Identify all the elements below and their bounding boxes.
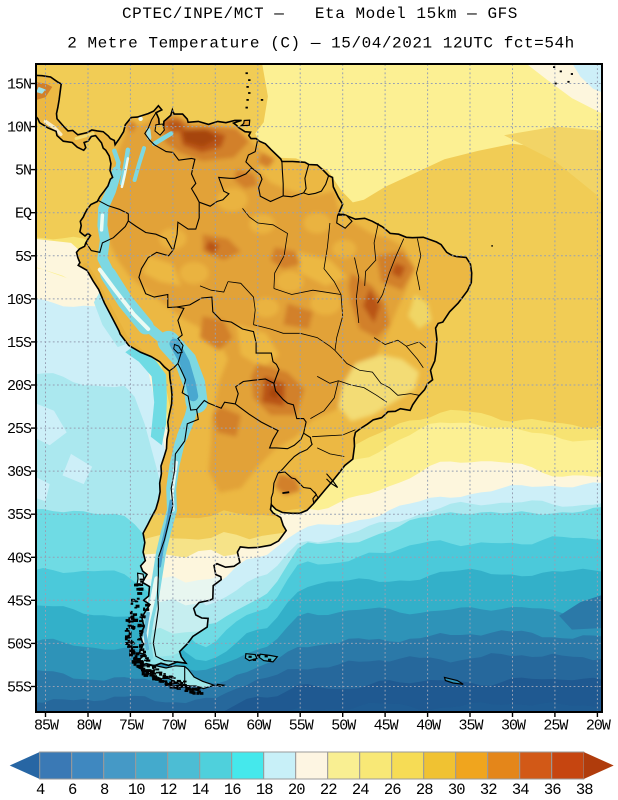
svg-text:35S: 35S: [7, 507, 32, 524]
svg-text:70W: 70W: [161, 718, 186, 735]
svg-text:45W: 45W: [374, 718, 399, 735]
svg-text:10N: 10N: [7, 120, 31, 137]
svg-text:16: 16: [224, 781, 241, 799]
svg-text:26: 26: [384, 781, 401, 799]
svg-text:28: 28: [416, 781, 433, 799]
svg-text:14: 14: [192, 781, 209, 799]
svg-text:35W: 35W: [458, 718, 483, 735]
svg-text:40W: 40W: [416, 718, 441, 735]
svg-text:2 Metre Temperature (C) — 15/0: 2 Metre Temperature (C) — 15/04/2021 12U…: [67, 35, 575, 53]
svg-text:85W: 85W: [34, 718, 59, 735]
svg-text:36: 36: [544, 781, 561, 799]
svg-text:50S: 50S: [7, 636, 32, 653]
svg-text:CPTEC/INPE/MCT — Eta Model 1: CPTEC/INPE/MCT — Eta Model 15km — GFS: [122, 5, 518, 23]
svg-text:25S: 25S: [7, 421, 32, 438]
svg-text:22: 22: [320, 781, 337, 799]
svg-text:15N: 15N: [7, 77, 31, 94]
svg-text:20S: 20S: [7, 378, 32, 395]
svg-text:60W: 60W: [246, 718, 271, 735]
svg-text:38: 38: [576, 781, 593, 799]
svg-text:30W: 30W: [501, 718, 526, 735]
svg-text:32: 32: [480, 781, 497, 799]
svg-text:45S: 45S: [7, 593, 32, 610]
svg-text:50W: 50W: [331, 718, 356, 735]
svg-text:15S: 15S: [7, 335, 32, 352]
svg-text:30: 30: [448, 781, 465, 799]
svg-text:6: 6: [68, 781, 77, 799]
svg-text:8: 8: [100, 781, 109, 799]
svg-text:4: 4: [36, 781, 45, 799]
svg-text:10: 10: [128, 781, 145, 799]
svg-text:65W: 65W: [204, 718, 229, 735]
svg-text:40S: 40S: [7, 550, 32, 567]
svg-text:10S: 10S: [7, 292, 32, 309]
svg-text:20W: 20W: [586, 718, 611, 735]
svg-text:12: 12: [160, 781, 177, 799]
svg-text:55S: 55S: [7, 680, 32, 697]
svg-text:75W: 75W: [119, 718, 144, 735]
svg-text:5N: 5N: [15, 163, 31, 180]
svg-text:25W: 25W: [543, 718, 568, 735]
svg-text:5S: 5S: [15, 249, 32, 266]
svg-text:30S: 30S: [7, 464, 32, 481]
svg-text:24: 24: [352, 781, 369, 799]
svg-text:55W: 55W: [289, 718, 314, 735]
svg-text:34: 34: [512, 781, 529, 799]
svg-text:EQ: EQ: [15, 206, 32, 223]
svg-text:80W: 80W: [76, 718, 101, 735]
svg-text:18: 18: [256, 781, 273, 799]
svg-text:20: 20: [288, 781, 305, 799]
